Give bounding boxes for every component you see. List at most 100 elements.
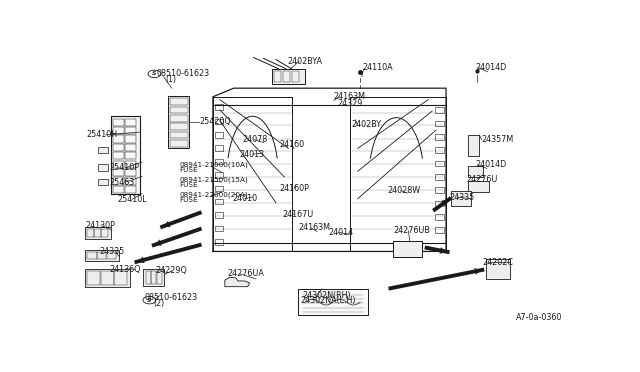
Text: 25410H: 25410H <box>86 130 117 140</box>
Bar <box>292 71 300 83</box>
Bar <box>99 179 108 185</box>
Circle shape <box>143 296 156 304</box>
Bar <box>107 252 116 259</box>
Bar <box>215 186 223 191</box>
Text: 24014D: 24014D <box>476 63 507 72</box>
Bar <box>88 252 97 259</box>
Text: 25410L: 25410L <box>117 195 147 204</box>
Bar <box>125 135 136 142</box>
Text: 2402BY: 2402BY <box>352 121 382 129</box>
Bar <box>85 227 111 239</box>
Bar <box>435 147 444 153</box>
Text: 24163M: 24163M <box>333 92 365 101</box>
Text: 24276U: 24276U <box>466 175 497 184</box>
Bar <box>157 271 161 284</box>
Text: 24167U: 24167U <box>282 210 314 219</box>
Text: 24302NA(L.H): 24302NA(L.H) <box>301 296 356 305</box>
Bar <box>435 134 444 140</box>
Bar <box>451 191 471 206</box>
Text: 08941-21000(10A): 08941-21000(10A) <box>179 162 248 168</box>
Bar <box>125 144 136 151</box>
Text: 08510-61623: 08510-61623 <box>157 69 210 78</box>
Bar <box>113 127 124 134</box>
Bar <box>170 140 188 147</box>
Text: S: S <box>152 71 157 76</box>
Text: 25420Q: 25420Q <box>199 118 231 126</box>
Bar <box>298 289 368 315</box>
Bar <box>435 201 444 206</box>
Bar <box>170 99 188 105</box>
Bar <box>170 115 188 122</box>
Bar <box>114 271 127 285</box>
Bar <box>88 228 94 237</box>
Bar <box>146 271 151 284</box>
Text: FUSE: FUSE <box>179 182 198 188</box>
Text: 24276UA: 24276UA <box>228 269 265 278</box>
Text: 24276UB: 24276UB <box>394 226 430 235</box>
Circle shape <box>148 70 161 78</box>
Bar <box>394 241 422 257</box>
Bar <box>113 177 124 185</box>
Bar <box>113 161 124 168</box>
Text: 24110A: 24110A <box>363 63 394 72</box>
Bar <box>113 152 124 160</box>
Text: 24160: 24160 <box>280 140 305 150</box>
Bar <box>125 169 136 176</box>
Bar <box>125 186 136 193</box>
Text: 24202C: 24202C <box>483 258 514 267</box>
Bar <box>215 145 223 151</box>
Text: (1): (1) <box>165 74 177 83</box>
Bar <box>435 214 444 220</box>
Bar <box>215 158 223 164</box>
Text: 24010: 24010 <box>233 194 258 203</box>
Text: 24302N(RH): 24302N(RH) <box>302 291 351 300</box>
Bar <box>275 71 282 83</box>
Bar <box>125 127 136 134</box>
Text: 2402BYA: 2402BYA <box>287 57 323 66</box>
Bar <box>125 152 136 160</box>
Text: 24229Q: 24229Q <box>156 266 188 275</box>
Text: 24160P: 24160P <box>280 184 309 193</box>
Bar <box>435 174 444 180</box>
Text: 25463: 25463 <box>110 178 135 187</box>
Bar <box>125 161 136 168</box>
Bar <box>113 119 124 126</box>
Bar <box>435 121 444 126</box>
Bar <box>284 71 291 83</box>
Bar <box>94 228 101 237</box>
Bar <box>125 177 136 185</box>
Bar <box>113 186 124 193</box>
Bar <box>486 259 509 279</box>
Bar <box>435 227 444 233</box>
Text: A7-0a-0360: A7-0a-0360 <box>515 313 562 322</box>
Bar <box>468 135 479 156</box>
Text: 08941-21500(15A): 08941-21500(15A) <box>179 177 248 183</box>
Bar <box>85 269 129 287</box>
Text: 24014: 24014 <box>328 228 353 237</box>
Text: 24329: 24329 <box>337 99 362 108</box>
Bar <box>100 271 113 285</box>
Bar <box>97 252 106 259</box>
Text: 24028W: 24028W <box>388 186 420 195</box>
Text: 08941-22000(20A): 08941-22000(20A) <box>179 192 248 198</box>
Bar <box>215 226 223 231</box>
Text: 24078: 24078 <box>243 135 268 144</box>
Bar <box>151 271 156 284</box>
Text: 24136Q: 24136Q <box>110 265 141 274</box>
Bar <box>99 164 108 171</box>
Bar <box>113 135 124 142</box>
Bar <box>85 250 118 261</box>
Bar <box>125 119 136 126</box>
Bar <box>215 172 223 178</box>
Bar <box>113 144 124 151</box>
Bar <box>468 181 489 192</box>
Text: 25410P: 25410P <box>110 163 140 172</box>
Bar <box>111 116 140 194</box>
Bar <box>215 212 223 218</box>
Text: 24163M: 24163M <box>298 224 330 232</box>
Text: FUSE: FUSE <box>179 167 198 173</box>
Bar <box>435 161 444 166</box>
Text: 08510-61623: 08510-61623 <box>145 293 198 302</box>
Bar <box>273 69 305 84</box>
Text: 24013: 24013 <box>240 150 265 158</box>
